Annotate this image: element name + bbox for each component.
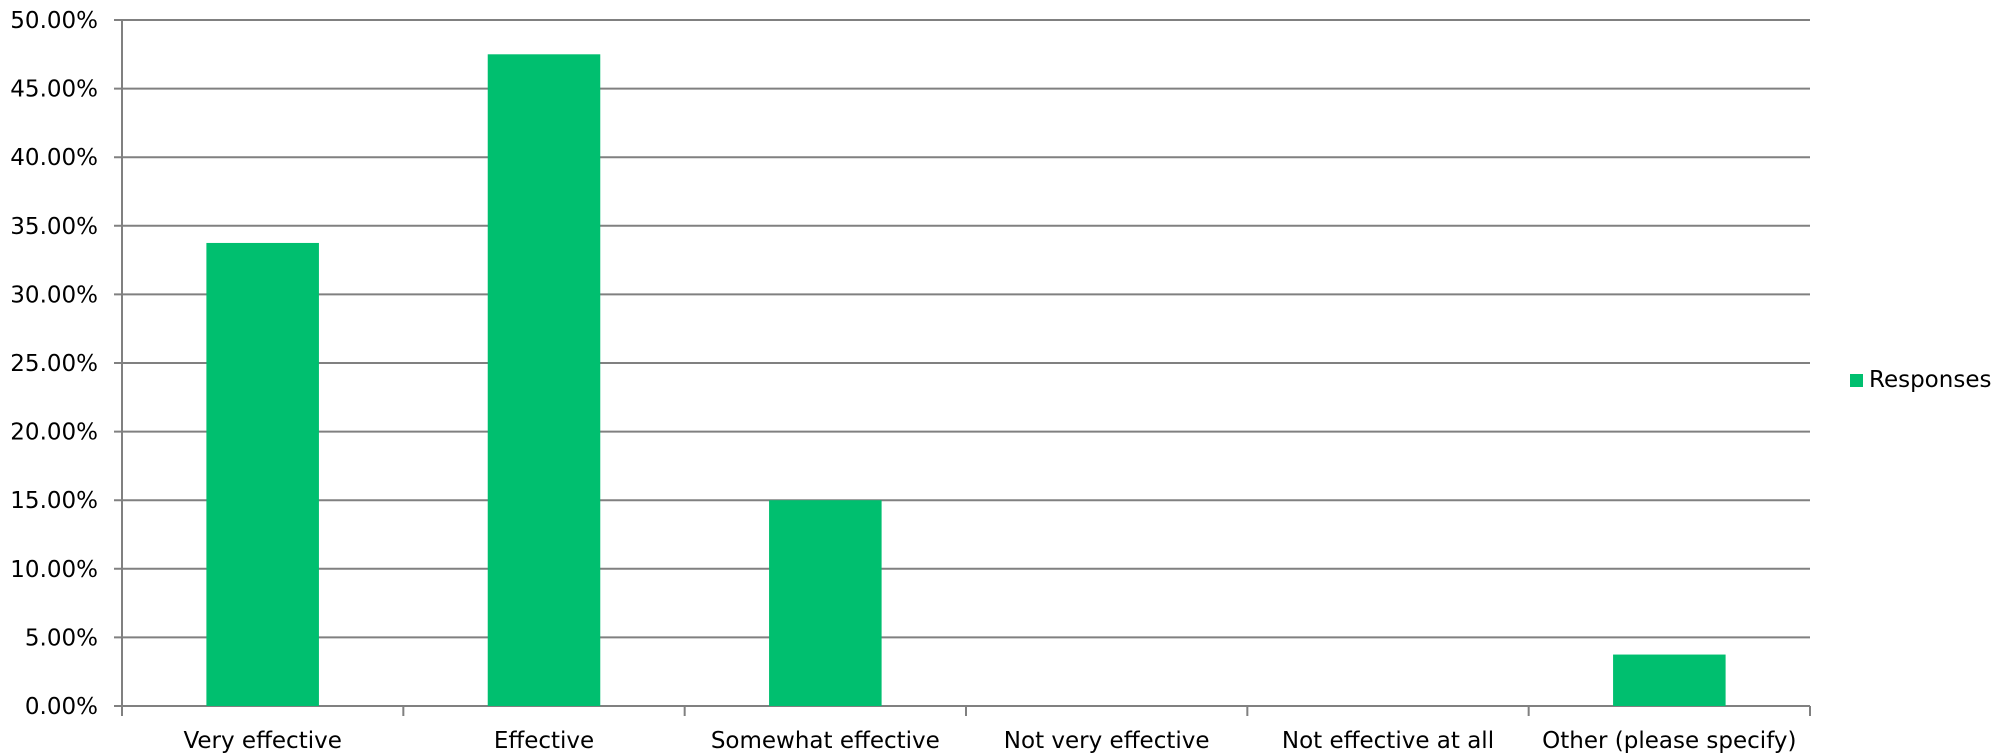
y-tick-label: 10.00% (10, 557, 98, 583)
y-tick-label: 50.00% (10, 8, 98, 34)
y-tick-label: 15.00% (10, 488, 98, 514)
bar (487, 54, 601, 707)
y-tick-label: 30.00% (10, 282, 98, 308)
y-tick-label: 40.00% (10, 145, 98, 171)
bar (769, 500, 882, 706)
bar (1613, 654, 1726, 706)
y-tick-label: 5.00% (25, 625, 98, 651)
y-tick-label: 20.00% (10, 420, 98, 446)
y-tick-label: 25.00% (10, 351, 98, 377)
legend: Responses (1850, 367, 1991, 393)
y-tick-label: 35.00% (10, 214, 98, 240)
bar (206, 242, 319, 706)
x-tick-label: Other (please specify) (1542, 728, 1796, 754)
x-tick-label: Somewhat effective (711, 728, 940, 754)
legend-label: Responses (1869, 367, 1992, 393)
x-tick-label: Not effective at all (1282, 728, 1494, 754)
x-tick-label: Effective (494, 728, 594, 754)
y-tick-label: 45.00% (10, 77, 98, 103)
legend-swatch (1850, 373, 1863, 387)
y-tick-label: 0.00% (25, 694, 98, 720)
x-tick-label: Very effective (183, 728, 341, 754)
x-tick-label: Not very effective (1004, 728, 1210, 754)
